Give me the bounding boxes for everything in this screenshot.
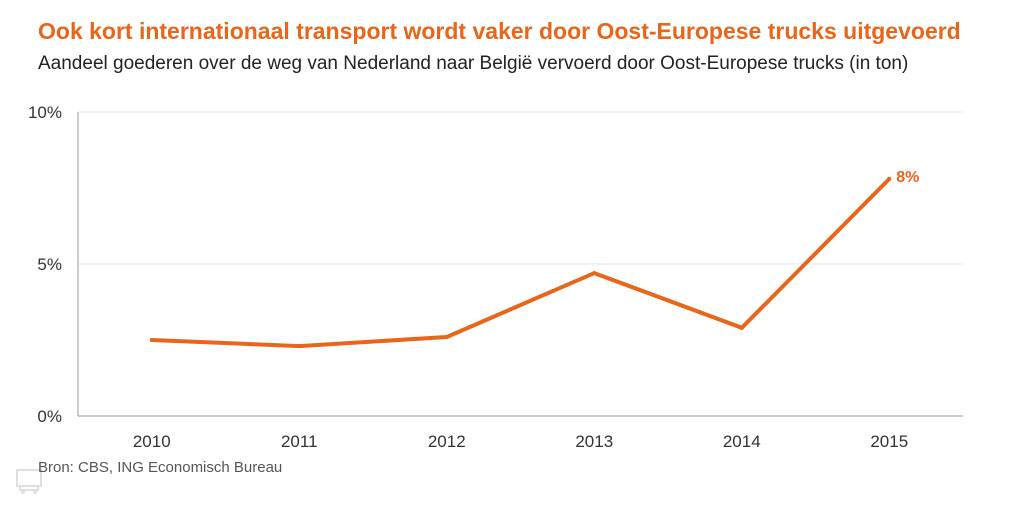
x-tick-label: 2014	[723, 432, 761, 451]
data-label: 8%	[896, 169, 919, 186]
series-line	[151, 177, 891, 349]
x-tick-label: 2015	[870, 432, 908, 451]
data-point	[739, 325, 744, 330]
chart-title: Ook kort internationaal transport wordt …	[38, 18, 961, 44]
data-point	[297, 344, 302, 349]
data-point	[444, 334, 449, 339]
data-point	[592, 271, 597, 276]
data-point	[149, 338, 154, 342]
x-tick-label: 2011	[281, 432, 318, 451]
x-tick-label: 2010	[133, 432, 171, 451]
truck-icon	[16, 469, 42, 494]
source-note: Bron: CBS, ING Economisch Bureau	[38, 459, 283, 476]
x-tick-label: 2013	[575, 432, 613, 451]
data-point	[887, 176, 892, 181]
y-tick-label: 5%	[37, 255, 62, 274]
y-tick-label: 10%	[28, 103, 62, 122]
y-tick-label: 0%	[37, 407, 62, 426]
chart-subtitle: Aandeel goederen over de weg van Nederla…	[38, 53, 909, 74]
x-tick-label: 2012	[428, 432, 466, 451]
